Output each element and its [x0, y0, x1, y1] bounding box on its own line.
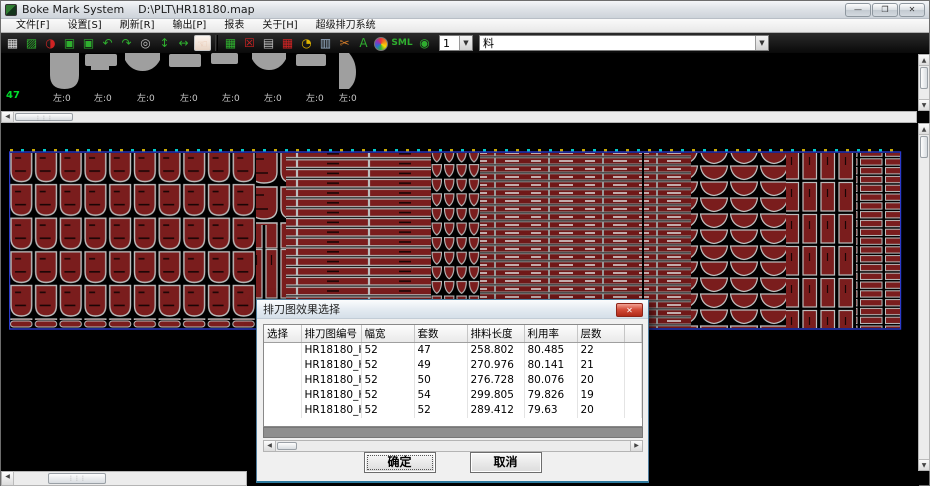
- piece-left-count: 左:0: [306, 94, 324, 104]
- table-row[interactable]: HR18180_H 52 49 270.976 80.141 21: [264, 357, 642, 373]
- app-title: Boke Mark System: [22, 3, 125, 16]
- col-length[interactable]: 排料长度: [467, 325, 525, 343]
- dialog-title: 排刀图效果选择: [263, 303, 340, 316]
- table-header-row: 选择 排刀图编号 幅宽 套数 排料长度 利用率 层数: [264, 325, 642, 343]
- results-table[interactable]: 选择 排刀图编号 幅宽 套数 排料长度 利用率 层数 HR18180_H 5: [263, 324, 643, 427]
- piece-left-count: 左:0: [137, 94, 155, 104]
- col-sets[interactable]: 套数: [414, 325, 468, 343]
- piece-left-count: 左:0: [180, 94, 198, 104]
- app-icon: [5, 3, 17, 16]
- dialog-title-bar[interactable]: 排刀图效果选择: [257, 300, 648, 319]
- red-grid-icon[interactable]: ▦: [281, 36, 294, 50]
- scroll-up-icon[interactable]: ▲: [919, 124, 929, 135]
- scroll-left-icon[interactable]: ◀: [2, 472, 14, 485]
- menu-refresh[interactable]: 刷新[R]: [119, 19, 155, 31]
- delete-piece-icon[interactable]: ☒: [244, 36, 255, 50]
- strip-vertical-scrollbar[interactable]: ▲ ▼: [918, 54, 930, 111]
- col-layers[interactable]: 层数: [577, 325, 625, 343]
- dialog-horizontal-scrollbar[interactable]: ◀ ▶: [263, 440, 643, 452]
- menu-settings[interactable]: 设置[S]: [67, 19, 102, 31]
- col-marker-id[interactable]: 排刀图编号: [301, 325, 362, 343]
- fit-vertical-icon[interactable]: ↕: [159, 36, 170, 50]
- piece-thumbnail-strip[interactable]: 47 左:0 左:0 左:0 左:0 左:0 左:0 左:0 左:0: [1, 53, 917, 111]
- layer-count-combo[interactable]: 1 ▼: [439, 35, 473, 51]
- col-utilization[interactable]: 利用率: [524, 325, 578, 343]
- scroll-down-icon[interactable]: ▼: [919, 99, 929, 110]
- strip-horizontal-scrollbar[interactable]: ◀ ⋮⋮⋮: [1, 111, 917, 123]
- menu-output[interactable]: 输出[P]: [172, 19, 207, 31]
- piece-left-count: 左:0: [94, 94, 112, 104]
- piece-left-count: 左:0: [53, 94, 71, 104]
- table-row[interactable]: HR18180_H 52 50 276.728 80.076 20: [264, 372, 642, 388]
- table-row[interactable]: HR18180_H 52 47 258.802 80.485 22: [264, 342, 642, 358]
- scroll-right-icon[interactable]: ▶: [630, 441, 642, 451]
- piece-left-count: 左:0: [222, 94, 240, 104]
- col-select[interactable]: 选择: [264, 325, 302, 343]
- palette-icon[interactable]: ◑: [45, 36, 56, 50]
- restore-button[interactable]: ❐: [872, 3, 898, 17]
- chevron-down-icon[interactable]: ▼: [459, 36, 472, 50]
- toolbar-separator: [215, 35, 218, 51]
- save-icon[interactable]: ▣: [63, 36, 76, 50]
- nesting-layout: [9, 149, 902, 330]
- col-filler: [624, 325, 642, 343]
- piece-count-label: 47: [6, 90, 20, 101]
- title-bar[interactable]: Boke Mark System D:\PLT\HR18180.map — ❐ …: [1, 1, 929, 19]
- piece-left-count: 左:0: [264, 94, 282, 104]
- file-path: D:\PLT\HR18180.map: [138, 3, 255, 16]
- piece-silhouettes: [50, 53, 356, 89]
- nesting-result-dialog: 排刀图效果选择 ✕ 选择 排刀图编号 幅宽 套数 排料长度 利用率: [256, 299, 649, 483]
- calculator-icon[interactable]: ▥: [319, 36, 332, 50]
- close-button[interactable]: ✕: [899, 3, 925, 17]
- hand-tool-icon[interactable]: ☜: [194, 35, 211, 51]
- menu-file[interactable]: 文件[F]: [16, 19, 50, 31]
- redo-icon[interactable]: ↷: [121, 36, 132, 50]
- scroll-up-icon[interactable]: ▲: [919, 55, 929, 66]
- toolbar: ▦ ▨ ◑ ▣ ▣ ↶ ↷ ◎ ↕ ↔ ☜ ▦ ☒ ▤ ▦ ◔ ▥ ✂ A SM…: [1, 33, 929, 53]
- people-sizes-icon[interactable]: ◉: [419, 36, 430, 50]
- table-row[interactable]: HR18180_H 52 54 299.805 79.826 19: [264, 387, 642, 403]
- scroll-left-icon[interactable]: ◀: [2, 112, 14, 122]
- cancel-button[interactable]: 取消: [469, 452, 542, 473]
- measure-tape-icon[interactable]: ◔: [301, 36, 312, 50]
- menu-bar: 文件[F] 设置[S] 刷新[R] 输出[P] 报表 关于[H] 超级排刀系统: [1, 19, 929, 33]
- paste-piece-icon[interactable]: ▤: [262, 36, 275, 50]
- menu-about[interactable]: 关于[H]: [262, 19, 298, 31]
- chevron-down-icon[interactable]: ▼: [755, 36, 768, 50]
- minimize-button[interactable]: —: [845, 3, 871, 17]
- sml-sizes-icon[interactable]: SML: [391, 38, 413, 48]
- canvas-horizontal-scrollbar[interactable]: ◀ ⋮⋮⋮: [1, 471, 247, 486]
- color-wheel-icon[interactable]: [374, 36, 388, 51]
- col-width[interactable]: 幅宽: [361, 325, 415, 343]
- text-icon[interactable]: A: [359, 36, 368, 50]
- dialog-close-icon[interactable]: ✕: [616, 303, 643, 317]
- table-row[interactable]: HR18180_H 52 52 289.412 79.63 20: [264, 402, 642, 418]
- save-as-icon[interactable]: ▣: [82, 36, 95, 50]
- new-marker-icon[interactable]: ▦: [6, 36, 19, 50]
- scroll-down-icon[interactable]: ▼: [919, 459, 929, 470]
- zoom-icon[interactable]: ◎: [140, 36, 151, 50]
- ok-button[interactable]: 确定: [363, 452, 436, 473]
- menu-report[interactable]: 报表: [224, 19, 245, 31]
- menu-super-nesting[interactable]: 超级排刀系统: [315, 19, 376, 31]
- table-bottom-band: [263, 427, 643, 438]
- open-folder-icon[interactable]: ▨: [25, 36, 38, 50]
- tools-icon[interactable]: ✂: [339, 36, 350, 50]
- canvas-vertical-scrollbar[interactable]: ▲ ▼: [918, 123, 930, 471]
- material-combo[interactable]: 料 ▼: [479, 35, 769, 51]
- piece-table-icon[interactable]: ▦: [224, 36, 237, 50]
- undo-icon[interactable]: ↶: [102, 36, 113, 50]
- scroll-left-icon[interactable]: ◀: [264, 441, 276, 451]
- fit-horizontal-icon[interactable]: ↔: [178, 36, 189, 50]
- piece-left-count: 左:0: [339, 94, 357, 104]
